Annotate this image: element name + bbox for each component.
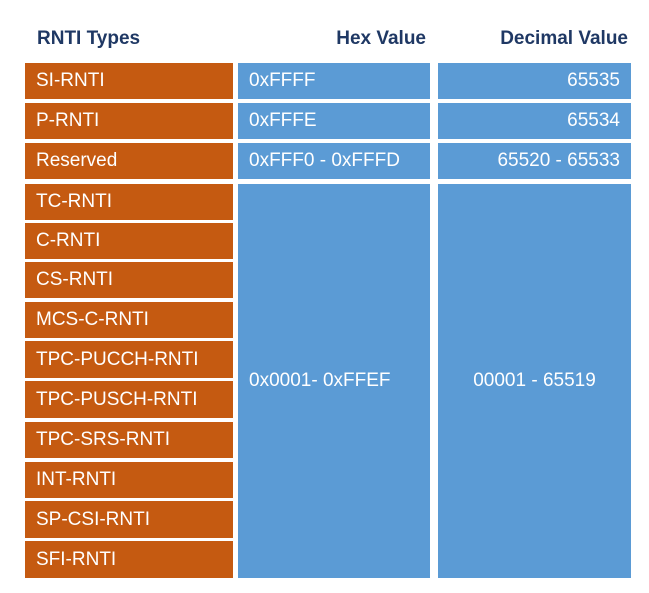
- decimal-value-cell: 00001 - 65519: [438, 184, 631, 578]
- decimal-value-cell: 65520 - 65533: [438, 143, 631, 179]
- hex-value-cell: 0xFFFE: [238, 103, 430, 139]
- header-decimal-value: Decimal Value: [500, 28, 628, 49]
- hex-value-cell: 0xFFF0 - 0xFFFD: [238, 143, 430, 179]
- decimal-value-cell: 65534: [438, 103, 631, 139]
- rnti-type-cell: SP-CSI-RNTI: [25, 501, 233, 538]
- rnti-type-cell: P-RNTI: [25, 103, 233, 139]
- header-rnti-types: RNTI Types: [37, 28, 141, 49]
- rnti-type-cell: MCS-C-RNTI: [25, 302, 233, 338]
- rnti-type-cell: SFI-RNTI: [25, 541, 233, 578]
- header-hex-value: Hex Value: [336, 28, 426, 49]
- rnti-type-cell: SI-RNTI: [25, 63, 233, 99]
- rnti-type-cell: INT-RNTI: [25, 462, 233, 498]
- rnti-type-cell: TPC-SRS-RNTI: [25, 422, 233, 458]
- decimal-value-cell: 65535: [438, 63, 631, 99]
- rnti-type-cell: TPC-PUCCH-RNTI: [25, 341, 233, 378]
- rnti-type-cell: TPC-PUSCH-RNTI: [25, 381, 233, 418]
- rnti-type-cell: Reserved: [25, 143, 233, 179]
- rnti-type-cell: C-RNTI: [25, 223, 233, 259]
- hex-value-cell: 0x0001- 0xFFEF: [238, 184, 430, 578]
- hex-value-cell: 0xFFFF: [238, 63, 430, 99]
- rnti-type-cell: CS-RNTI: [25, 262, 233, 298]
- rnti-type-cell: TC-RNTI: [25, 184, 233, 220]
